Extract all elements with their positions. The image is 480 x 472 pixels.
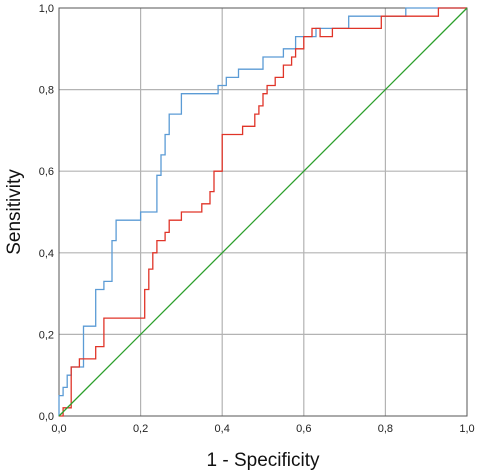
y-tick-label: 0,0 xyxy=(39,411,54,423)
x-tick-label: 0,0 xyxy=(51,423,66,435)
roc-curve-blue xyxy=(58,7,467,416)
y-tick-label: 0,2 xyxy=(39,329,54,341)
reference-diagonal xyxy=(58,7,468,417)
x-tick-label: 1,0 xyxy=(459,423,474,435)
x-tick-label: 0,2 xyxy=(133,423,148,435)
series-lines xyxy=(58,7,468,417)
y-tick-label: 0,8 xyxy=(39,85,54,97)
y-axis-label: Sensitivity xyxy=(4,169,25,255)
x-tick-label: 0,4 xyxy=(215,423,230,435)
y-tick-label: 0,4 xyxy=(39,248,54,260)
x-tick-label: 0,6 xyxy=(296,423,311,435)
x-axis-label: 1 - Specificity xyxy=(207,450,320,471)
plot-area-border xyxy=(58,7,468,417)
tick-labels: 0,0 0,2 0,4 0,6 0,8 1,0 0,0 0,2 0,4 0,6 0,8 1,0 xyxy=(39,3,475,435)
y-tick-label: 1,0 xyxy=(39,3,54,15)
x-tick-label: 0,8 xyxy=(378,423,393,435)
roc-curve-red xyxy=(59,7,467,417)
grid-lines xyxy=(59,8,467,416)
y-tick-label: 0,6 xyxy=(39,166,54,178)
